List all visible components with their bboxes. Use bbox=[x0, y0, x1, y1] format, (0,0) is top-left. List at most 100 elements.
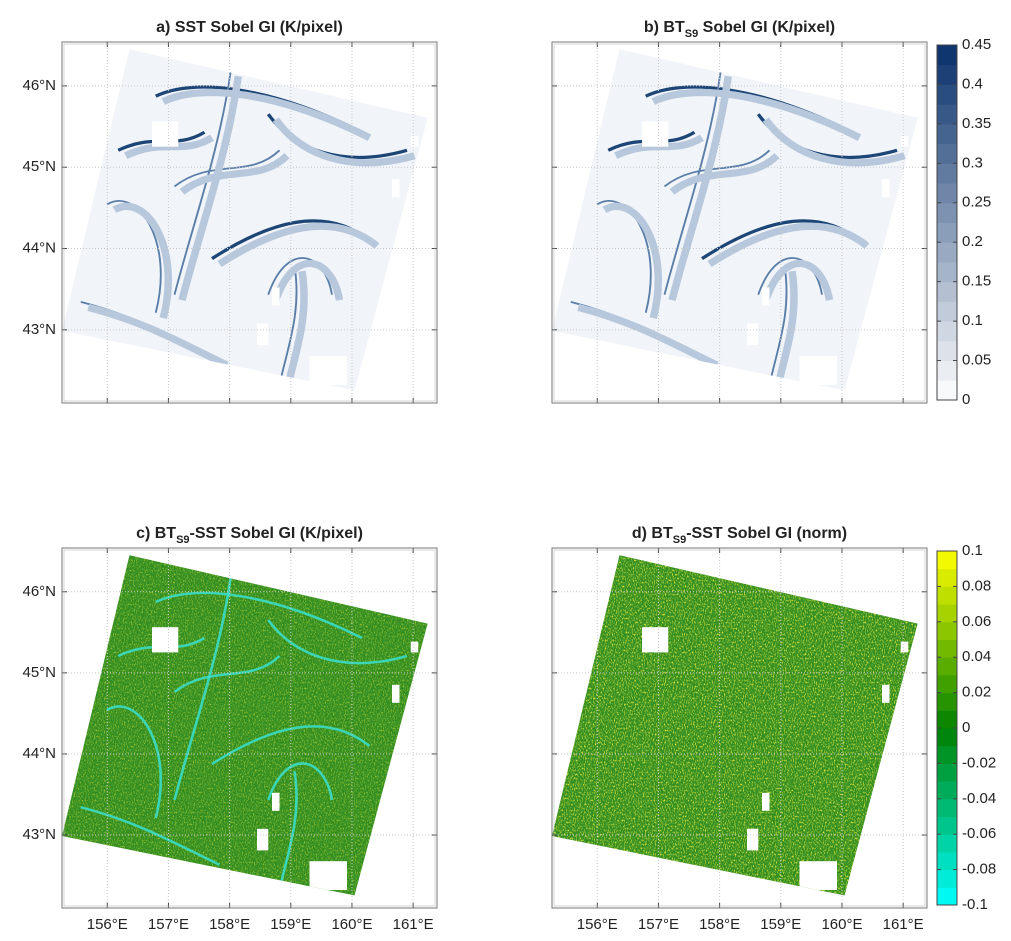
title-text: d) BT bbox=[632, 525, 673, 542]
colorbar-band bbox=[937, 674, 957, 694]
colorbar-band bbox=[937, 281, 957, 302]
colorbar-band bbox=[937, 834, 957, 853]
colorbar-band bbox=[937, 202, 957, 223]
data-gap bbox=[762, 792, 770, 811]
colorbar-band bbox=[937, 745, 957, 764]
colorbar-band bbox=[937, 816, 957, 835]
front-halo bbox=[217, 222, 380, 268]
front bbox=[106, 705, 162, 819]
title-text: c) BT bbox=[136, 525, 176, 542]
x-tick-label: 161°E bbox=[883, 916, 924, 933]
data-gap bbox=[900, 641, 909, 653]
x-tick-label: 156°E bbox=[577, 916, 618, 933]
data-gap bbox=[642, 121, 669, 147]
colorbar-tick-label: -0.06 bbox=[962, 825, 996, 842]
data-gap bbox=[257, 828, 269, 851]
y-tick-label: 44°N bbox=[22, 239, 56, 256]
data-gap bbox=[193, 875, 216, 890]
colorbar-tick-label: 0.3 bbox=[962, 154, 983, 171]
data-gap bbox=[152, 627, 179, 653]
panel-title: b) BTS9 Sobel GI (K/pixel) bbox=[644, 19, 835, 40]
colorbar-band bbox=[937, 568, 957, 587]
front bbox=[663, 70, 722, 295]
colorbar-band bbox=[937, 242, 957, 263]
x-tick-label: 156°E bbox=[87, 916, 128, 933]
front-halo bbox=[272, 117, 416, 167]
data-gap bbox=[747, 323, 759, 346]
front-halo bbox=[668, 75, 732, 301]
colorbar-band bbox=[937, 710, 957, 729]
front-halo bbox=[707, 222, 870, 268]
y-tick-label: 45°N bbox=[22, 664, 56, 681]
colorbar-band bbox=[937, 222, 957, 243]
colorbar-frame bbox=[936, 44, 958, 401]
axes-frame bbox=[551, 41, 928, 404]
data-gap bbox=[392, 179, 400, 198]
x-tick-label: 158°E bbox=[699, 916, 740, 933]
field-image bbox=[552, 49, 918, 391]
axes-frame-inner bbox=[63, 549, 436, 907]
data-gap bbox=[762, 287, 770, 306]
title-text: Sobel GI (K/pixel) bbox=[698, 19, 835, 36]
data-gap bbox=[882, 684, 890, 703]
data-gap bbox=[257, 323, 269, 346]
data-gap bbox=[309, 356, 347, 385]
colorbar-band bbox=[937, 104, 957, 125]
title-subscript: S9 bbox=[176, 534, 189, 546]
panel-title: c) BTS9-SST Sobel GI (K/pixel) bbox=[136, 525, 363, 546]
axes-frame-inner bbox=[553, 549, 926, 907]
data-gap bbox=[799, 861, 837, 890]
colorbar-tick-label: 0.06 bbox=[962, 613, 991, 630]
x-tick-label: 159°E bbox=[760, 916, 801, 933]
map-panel: b) BTS9 Sobel GI (K/pixel) 0 0.05 0.1 0.15 0.… bbox=[551, 19, 991, 408]
colorbar-band bbox=[937, 586, 957, 605]
front-halo bbox=[161, 88, 372, 141]
front-halo bbox=[762, 117, 906, 167]
colorbar-band bbox=[937, 123, 957, 145]
map-panel: a) SST Sobel GI (K/pixel) 46°N 45°N 44°N 43°… bbox=[22, 19, 438, 404]
colorbar-band bbox=[937, 728, 957, 747]
front bbox=[267, 257, 333, 295]
y-tick-label: 46°N bbox=[22, 583, 56, 600]
colorbar-band bbox=[937, 380, 957, 401]
x-tick-label: 160°E bbox=[821, 916, 862, 933]
front-halo bbox=[762, 259, 834, 302]
data-gap bbox=[900, 135, 909, 147]
data-gap bbox=[309, 861, 347, 890]
title-text: -SST Sobel GI (norm) bbox=[686, 525, 847, 542]
colorbar-band bbox=[937, 604, 957, 623]
colorbar-band bbox=[937, 45, 957, 66]
front-halo bbox=[651, 88, 862, 141]
front-halo bbox=[112, 202, 172, 320]
colorbar-band bbox=[937, 639, 957, 658]
y-tick-label: 45°N bbox=[22, 158, 56, 175]
colorbar-band bbox=[937, 763, 957, 782]
colorbar-band bbox=[937, 851, 957, 871]
front bbox=[155, 591, 363, 640]
colorbar-tick-label: -0.02 bbox=[962, 754, 996, 771]
data-gap bbox=[747, 828, 759, 851]
front bbox=[173, 70, 232, 295]
front bbox=[768, 265, 788, 386]
colorbar-band bbox=[937, 261, 957, 283]
colorbar-tick-label: 0.04 bbox=[962, 648, 991, 665]
data-gap bbox=[683, 875, 706, 890]
colorbar-tick-label: 0.45 bbox=[962, 36, 991, 53]
field-image bbox=[552, 555, 918, 896]
data-gap bbox=[634, 864, 654, 880]
colorbar-tick-label: 0.02 bbox=[962, 684, 991, 701]
colorbar-tick-label: 0.35 bbox=[962, 115, 991, 132]
axes-frame bbox=[61, 41, 438, 404]
data-gap bbox=[272, 792, 280, 811]
colorbar-band bbox=[937, 551, 957, 570]
y-tick-label: 43°N bbox=[22, 826, 56, 843]
data-gap bbox=[152, 121, 179, 147]
front-halo bbox=[602, 202, 662, 320]
axes-frame-inner bbox=[63, 43, 436, 402]
field-base bbox=[552, 49, 918, 391]
colorbar-band bbox=[937, 798, 957, 817]
axes-frame bbox=[61, 547, 438, 909]
x-tick-label: 157°E bbox=[148, 916, 189, 933]
colorbar-tick-label: 0 bbox=[962, 391, 970, 408]
front-halo bbox=[272, 259, 344, 302]
